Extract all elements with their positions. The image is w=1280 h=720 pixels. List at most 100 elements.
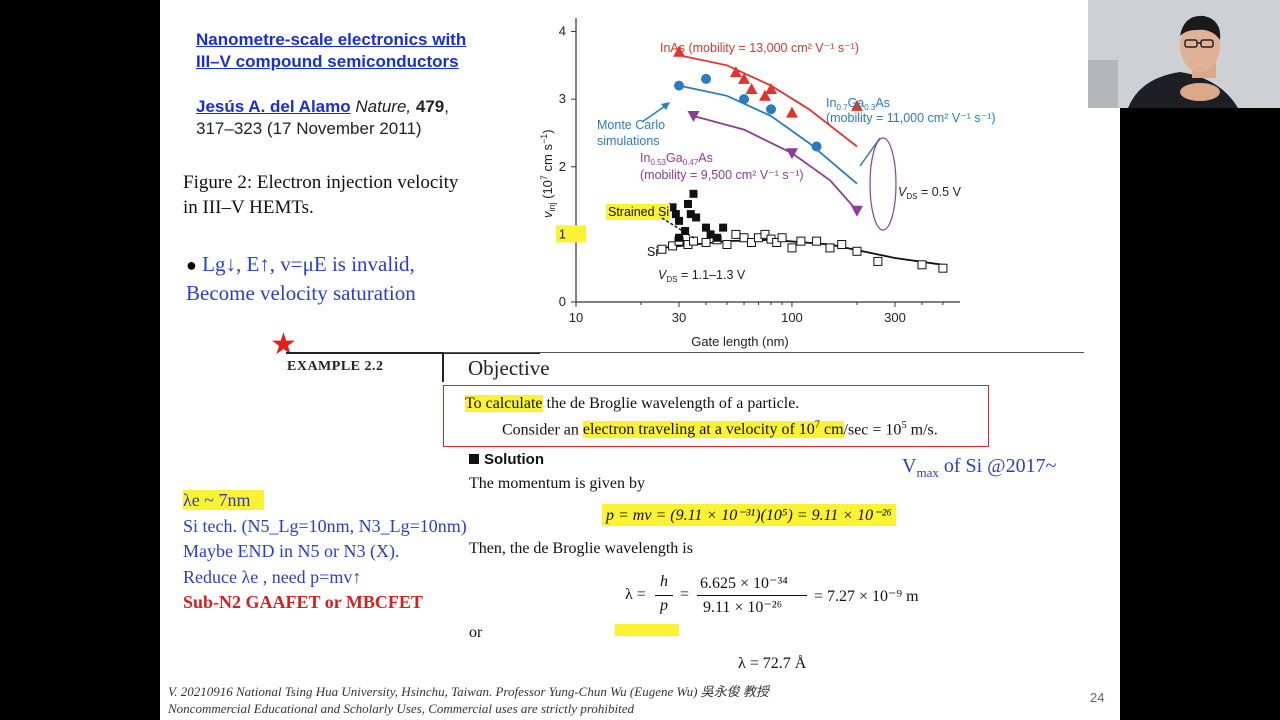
footer-line1: V. 20210916 National Tsing Hua Universit… bbox=[168, 684, 769, 699]
lambda-highlight-mark bbox=[615, 624, 679, 636]
point-in07 bbox=[674, 80, 685, 91]
y-tick-label: 1 bbox=[559, 226, 566, 241]
x-tick-label: 100 bbox=[781, 310, 803, 325]
point-inas bbox=[738, 72, 751, 84]
objective-line1: To calculate the de Broglie wavelength o… bbox=[465, 393, 799, 415]
point-si bbox=[739, 233, 749, 243]
series-label-in07: In0.7Ga0.3As bbox=[826, 96, 890, 112]
point-si bbox=[760, 229, 770, 239]
reference-citation: Jesús A. del Alamo Nature, 479, 317–323 … bbox=[196, 97, 449, 138]
si-label: Si bbox=[647, 245, 658, 259]
point-si bbox=[873, 256, 883, 266]
point-si bbox=[917, 260, 927, 270]
chart-axes: 10 30 100 300 0 1 2 3 4 bbox=[556, 18, 960, 325]
reference-author-link[interactable]: Jesús A. del Alamo bbox=[196, 97, 351, 116]
point-in07 bbox=[701, 73, 712, 84]
example-rule-vertical bbox=[442, 352, 444, 382]
lambda-equation: λ = h p = 6.625 × 10⁻³⁴ 9.11 × 10⁻²⁶ = 7… bbox=[625, 573, 919, 616]
objective-highlight: To calculate bbox=[465, 395, 543, 412]
side-notes: λe ~ 7nm Si tech. (N5_Lg=10nm, N3_Lg=10n… bbox=[183, 488, 467, 616]
point-inas bbox=[850, 99, 863, 111]
bullet-note: ● Lg↓, E↑, v=μE is invalid, Become veloc… bbox=[186, 250, 416, 307]
example-label: EXAMPLE 2.2 bbox=[287, 359, 384, 374]
point-in07 bbox=[739, 94, 750, 105]
point-in07 bbox=[811, 141, 822, 152]
objective-heading: Objective bbox=[468, 356, 550, 380]
point-inas bbox=[758, 89, 771, 101]
point-strained-si bbox=[686, 210, 695, 219]
point-in053 bbox=[850, 205, 863, 217]
point-strained-si bbox=[706, 230, 715, 239]
wavelength-intro: Then, the de Broglie wavelength is bbox=[469, 540, 693, 557]
maybe-end-note: Maybe END in N5 or N3 (X). bbox=[183, 541, 400, 561]
point-si bbox=[812, 236, 822, 246]
chart-points bbox=[657, 45, 948, 273]
presenter-silhouette bbox=[1088, 0, 1280, 108]
point-strained-si bbox=[681, 227, 690, 235]
series-label-in053: In0.53Ga0.47As bbox=[640, 151, 713, 167]
webcam-video bbox=[1088, 0, 1280, 108]
point-strained-si bbox=[702, 223, 711, 232]
figure-caption-line1: Figure 2: Electron injection velocity bbox=[183, 172, 459, 193]
monte-carlo-label-line1: Monte Carlo bbox=[597, 118, 665, 132]
point-si bbox=[731, 229, 741, 239]
point-inas bbox=[729, 66, 742, 78]
strained-si-pointer bbox=[661, 217, 695, 239]
objective-rest: the de Broglie wavelength of a particle. bbox=[542, 395, 800, 412]
lambda-angstrom: λ = 72.7 Å bbox=[738, 655, 807, 672]
objective-line2: Consider an electron traveling at a velo… bbox=[502, 420, 938, 439]
sub-n2-note: Sub-N2 GAAFET or MBCFET bbox=[183, 592, 423, 612]
bullet-line1: Lg↓, E↑, v=μE is invalid, bbox=[202, 252, 415, 276]
point-si bbox=[777, 233, 787, 243]
point-inas bbox=[785, 106, 798, 118]
series-label-in07-mobility: (mobility = 11,000 cm² V⁻¹ s⁻¹) bbox=[826, 111, 996, 125]
solution-heading: Solution bbox=[469, 451, 544, 468]
point-si bbox=[938, 263, 948, 273]
monte-carlo-arrow-head bbox=[661, 102, 670, 110]
point-si bbox=[825, 243, 835, 253]
point-in07 bbox=[766, 104, 777, 115]
point-inas bbox=[745, 83, 758, 94]
reduce-note: Reduce λe , need p=mv↑ bbox=[183, 566, 362, 587]
frac-bar-hp bbox=[655, 595, 673, 596]
reference-pages-date: 317–323 (17 November 2011) bbox=[196, 119, 422, 138]
strained-si-highlight bbox=[606, 204, 670, 220]
bullet-dot-icon: ● bbox=[186, 255, 197, 275]
point-inas bbox=[765, 83, 778, 94]
reference-title-line2[interactable]: III–V compound semiconductors bbox=[196, 52, 459, 71]
x-tick-label: 10 bbox=[569, 310, 583, 325]
x-axis-label: Gate length (nm) bbox=[691, 334, 789, 349]
example-rule-left bbox=[286, 352, 540, 354]
y-tick-label: 2 bbox=[559, 159, 566, 174]
point-in053 bbox=[687, 111, 700, 123]
si-tech-note: Si tech. (N5_Lg=10nm, N3_Lg=10nm) bbox=[183, 515, 467, 536]
page-number: 24 bbox=[1090, 690, 1105, 705]
frac-bar-main bbox=[697, 595, 807, 596]
point-strained-si bbox=[675, 233, 684, 242]
point-si bbox=[668, 241, 678, 251]
star-icon: ★ bbox=[270, 327, 297, 362]
lambda-e-note: λe ~ 7nm bbox=[183, 490, 265, 510]
momentum-intro: The momentum is given by bbox=[469, 475, 645, 492]
y-tick-1-highlight bbox=[556, 225, 586, 243]
point-strained-si bbox=[675, 216, 684, 225]
vds-high-label: VDS = 0.5 V bbox=[898, 185, 962, 201]
point-inas bbox=[673, 45, 686, 57]
point-si bbox=[657, 244, 667, 254]
reference-journal: Nature, bbox=[355, 97, 412, 116]
figure-caption: Figure 2: Electron injection velocity in… bbox=[183, 170, 458, 220]
series-label-in053-mobility: (mobility = 9,500 cm² V⁻¹ s⁻¹) bbox=[640, 168, 804, 182]
point-strained-si bbox=[683, 199, 692, 208]
reference-title-line1[interactable]: Nanometre-scale electronics with bbox=[196, 30, 467, 49]
velocity-chart: 10 30 100 300 0 1 2 3 4 Gate length (nm) vinj (1… bbox=[539, 18, 996, 349]
reference-title-link[interactable]: Nanometre-scale electronics with III–V c… bbox=[196, 29, 466, 73]
bullet-line2: Become velocity saturation bbox=[186, 281, 416, 305]
monte-carlo-label-line2: simulations bbox=[597, 134, 660, 148]
fit-line-1 bbox=[678, 84, 858, 185]
momentum-equation: p = mv = (9.11 × 10⁻³¹)(10⁵) = 9.11 × 10… bbox=[602, 504, 896, 526]
objective-box bbox=[443, 385, 989, 447]
x-tick-label: 30 bbox=[672, 310, 686, 325]
y-tick-label: 3 bbox=[559, 91, 566, 106]
solution-square-icon bbox=[469, 454, 479, 464]
example-rule-right bbox=[444, 352, 1084, 353]
